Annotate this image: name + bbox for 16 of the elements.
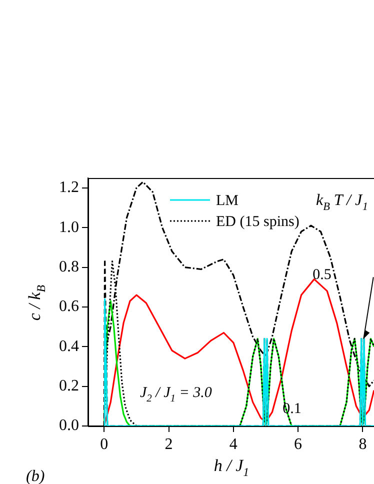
- legend-label: ED (15 spins): [216, 214, 300, 230]
- y-tick-label: 1.0: [59, 218, 79, 236]
- y-axis-title: c / kB: [25, 285, 48, 321]
- y-tick-label: 0.0: [59, 417, 79, 434]
- y-tick-label: 0.4: [59, 338, 79, 355]
- x-tick-label: 4: [229, 436, 238, 453]
- y-tick-label: 0.8: [59, 258, 79, 276]
- legend-label: LM: [216, 193, 238, 209]
- y-tick-label: 0.6: [59, 298, 79, 316]
- annotation: 0.5: [312, 267, 332, 283]
- x-tick-label: 0: [100, 436, 108, 453]
- y-tick-label: 1.2: [59, 179, 79, 196]
- x-tick-label: 2: [164, 436, 173, 453]
- x-tick-label: 6: [294, 436, 302, 453]
- y-tick-label: 0.2: [59, 378, 79, 395]
- x-tick-label: 8: [358, 436, 367, 453]
